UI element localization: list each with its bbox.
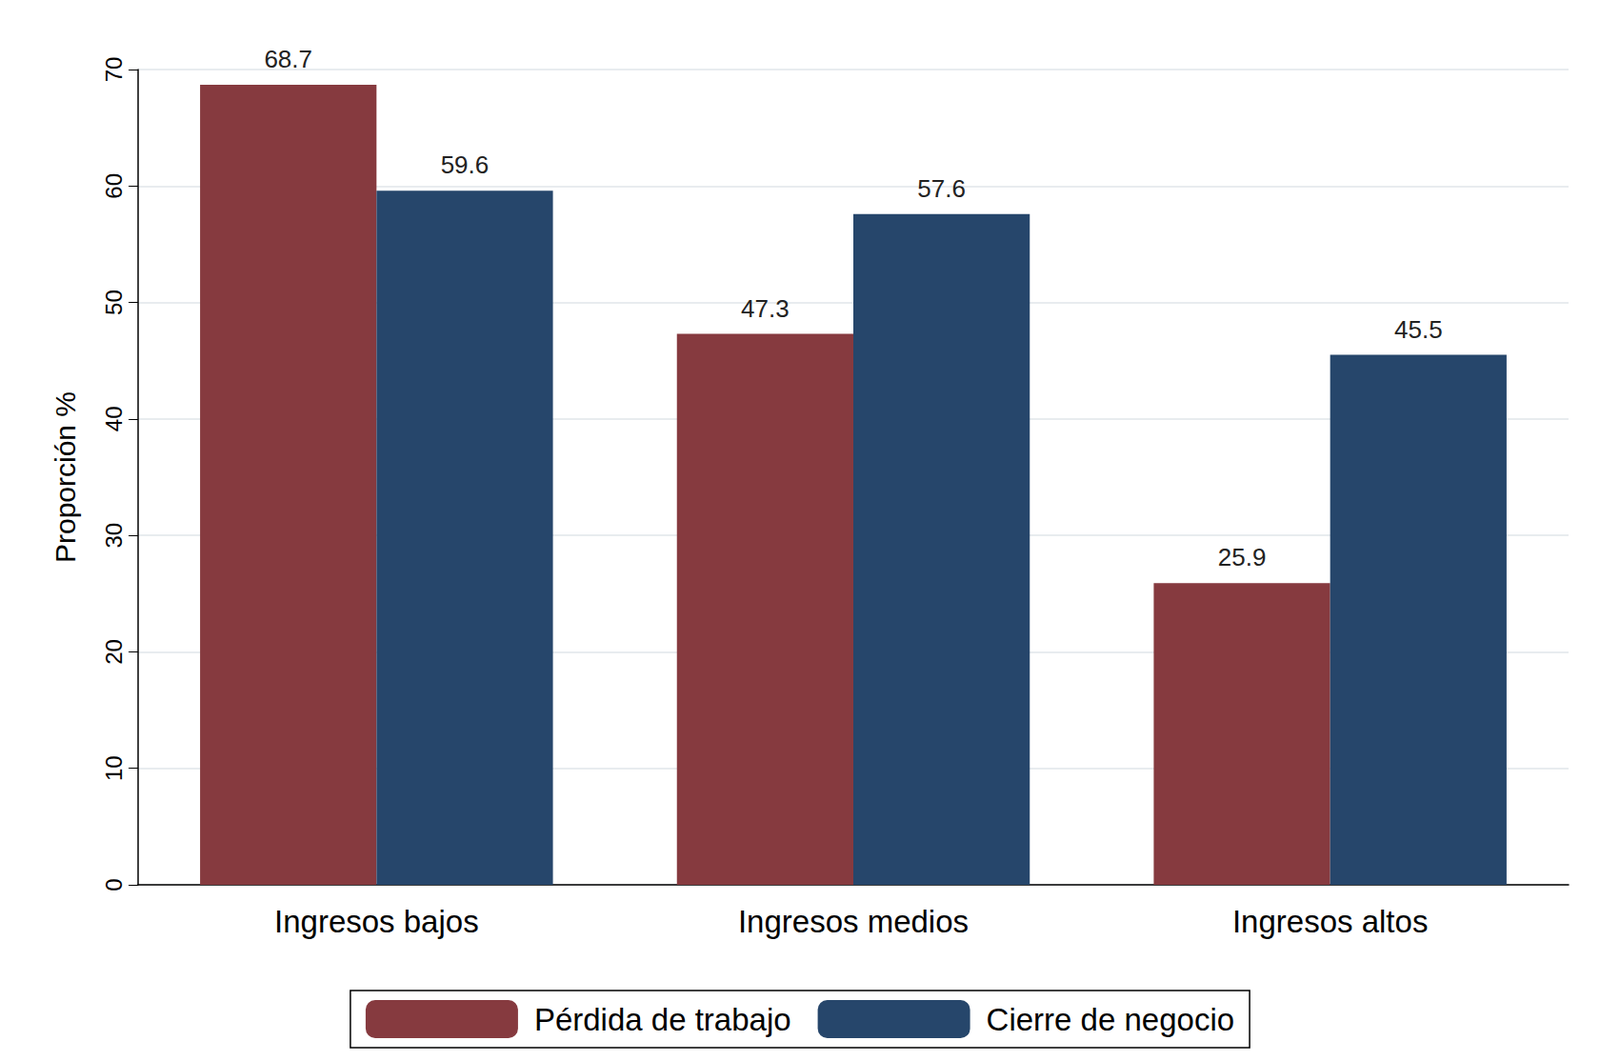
svg-text:50: 50 <box>100 289 127 316</box>
svg-text:45.5: 45.5 <box>1394 315 1443 344</box>
svg-text:68.7: 68.7 <box>263 44 313 74</box>
svg-text:Cierre de negocio: Cierre de negocio <box>986 1001 1236 1038</box>
svg-text:Pérdida de trabajo: Pérdida de trabajo <box>534 1001 792 1038</box>
svg-text:Ingresos bajos: Ingresos bajos <box>274 903 480 940</box>
svg-text:20: 20 <box>100 639 127 665</box>
svg-text:40: 40 <box>100 406 127 433</box>
svg-text:Ingresos medios: Ingresos medios <box>738 903 969 940</box>
svg-text:70: 70 <box>100 57 127 83</box>
svg-text:10: 10 <box>100 755 127 781</box>
svg-text:Proporción %: Proporción % <box>49 391 81 563</box>
svg-text:47.3: 47.3 <box>740 294 790 323</box>
svg-text:Ingresos altos: Ingresos altos <box>1232 903 1428 940</box>
svg-text:60: 60 <box>100 173 127 200</box>
svg-text:59.6: 59.6 <box>440 150 490 180</box>
svg-text:57.6: 57.6 <box>917 174 966 203</box>
svg-text:0: 0 <box>100 878 127 891</box>
svg-text:25.9: 25.9 <box>1218 542 1267 572</box>
svg-text:30: 30 <box>100 522 127 549</box>
